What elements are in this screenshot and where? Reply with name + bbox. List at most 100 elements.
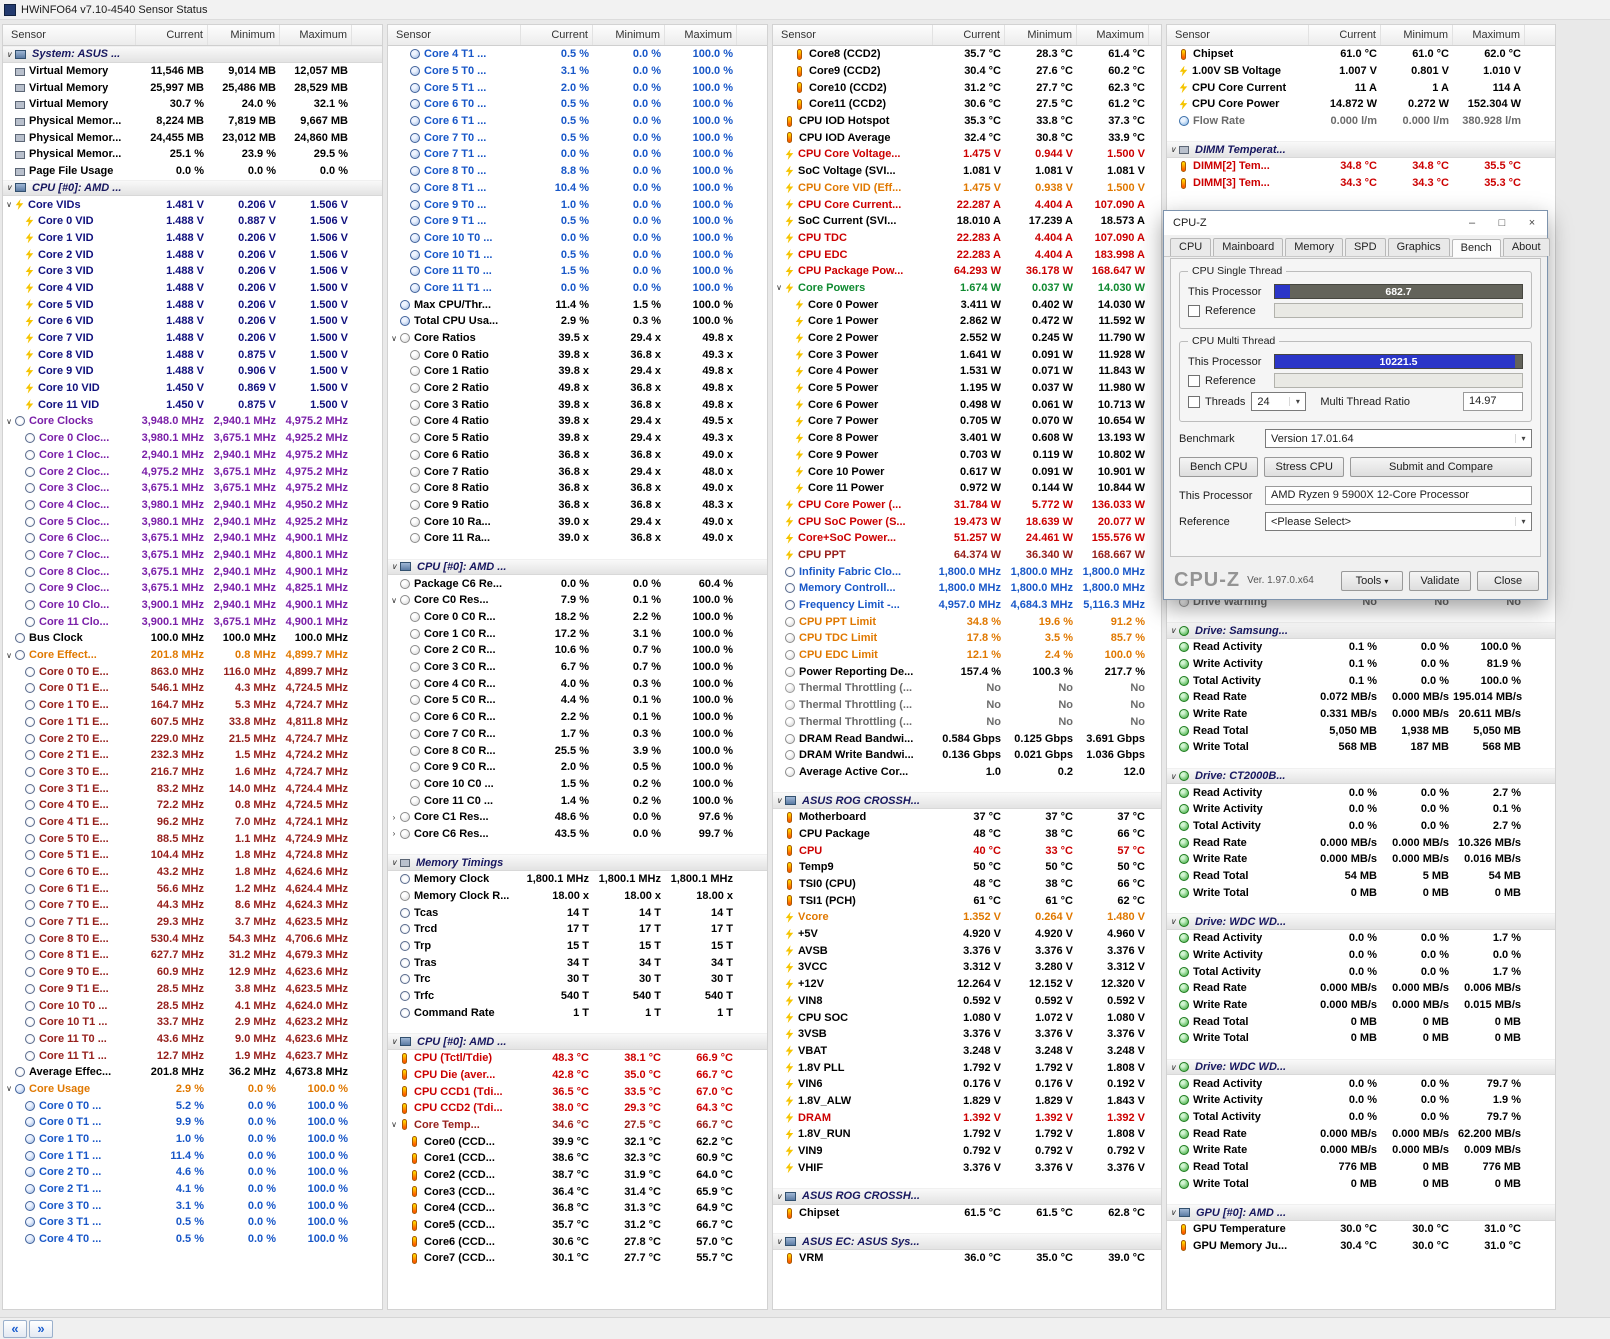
sensor-row[interactable]: 1.8V_ALW 1.829 V 1.829 V 1.843 V xyxy=(773,1093,1161,1110)
sensor-row[interactable]: CPU (Tctl/Tdie) 48.3 °C 38.1 °C 66.9 °C xyxy=(388,1050,767,1067)
sensor-row[interactable]: CPU EDC Limit 12.1 % 2.4 % 100.0 % xyxy=(773,647,1161,664)
sensor-row[interactable]: Core9 (CCD2) 30.4 °C 27.6 °C 60.2 °C xyxy=(773,63,1161,80)
sensor-row[interactable]: Core 0 VID 1.488 V 0.887 V 1.506 V xyxy=(3,213,382,230)
sensor-row[interactable]: CPU TDC 22.283 A 4.404 A 107.090 A xyxy=(773,230,1161,247)
sensor-row[interactable]: Core 2 Ratio 49.8 x 36.8 x 49.8 x xyxy=(388,380,767,397)
sensor-row[interactable]: Core 7 VID 1.488 V 0.206 V 1.500 V xyxy=(3,330,382,347)
collapse-chevron-icon[interactable]: ∨ xyxy=(1170,626,1176,636)
collapse-chevron-icon[interactable]: ∨ xyxy=(1170,1062,1176,1072)
sensor-row[interactable]: Core 9 T0 E... 60.9 MHz 12.9 MHz 4,623.6 MH… xyxy=(3,964,382,981)
sensor-row[interactable]: CPU IOD Hotspot 35.3 °C 33.8 °C 37.3 °C xyxy=(773,113,1161,130)
sensor-row[interactable]: CPU Die (aver... 42.8 °C 35.0 °C 66.7 °C xyxy=(388,1067,767,1084)
sensor-row[interactable]: Total Activity 0.0 % 0.0 % 1.7 % xyxy=(1167,963,1555,980)
sensor-row[interactable]: Core 7 T0 E... 44.3 MHz 8.6 MHz 4,624.3 MHz xyxy=(3,897,382,914)
sensor-row[interactable]: ∨ Core Ratios 39.5 x 29.4 x 49.8 x xyxy=(388,330,767,347)
close-icon[interactable]: × xyxy=(1528,216,1536,229)
sensor-row[interactable]: Core 11 VID 1.450 V 0.875 V 1.500 V xyxy=(3,396,382,413)
sensor-row[interactable]: Core 3 T0 ... 3.1 % 0.0 % 100.0 % xyxy=(3,1197,382,1214)
sensor-row[interactable]: ∨ Core Usage 2.9 % 0.0 % 100.0 % xyxy=(3,1081,382,1098)
collapse-chevron-icon[interactable]: ∨ xyxy=(391,562,397,572)
sensor-row[interactable]: Core 8 T0 E... 530.4 MHz 54.3 MHz 4,706.6 M… xyxy=(3,930,382,947)
sensor-row[interactable]: Core 9 Ratio 36.8 x 36.8 x 48.3 x xyxy=(388,497,767,514)
threads-select[interactable]: 24 ▾ xyxy=(1251,392,1307,411)
tools-button[interactable]: Tools ▾ xyxy=(1341,570,1403,591)
sensor-row[interactable]: Core 2 VID 1.488 V 0.206 V 1.506 V xyxy=(3,246,382,263)
sensor-row[interactable]: Core 4 Ratio 39.8 x 29.4 x 49.5 x xyxy=(388,413,767,430)
expand-chevron-icon[interactable]: › xyxy=(392,829,396,839)
sensor-row[interactable]: Core 11 C0 ... 1.4 % 0.2 % 100.0 % xyxy=(388,792,767,809)
sensor-row[interactable]: Tcas 14 T 14 T 14 T xyxy=(388,904,767,921)
expand-chevron-icon[interactable]: ∨ xyxy=(6,1084,12,1094)
sensor-row[interactable]: Core 10 Ra... 39.0 x 29.4 x 49.0 x xyxy=(388,513,767,530)
sensor-row[interactable]: ∨ Core Clocks 3,948.0 MHz 2,940.1 MHz 4,975.… xyxy=(3,413,382,430)
sensor-row[interactable]: Core 3 T1 E... 83.2 MHz 14.0 MHz 4,724.4 MH… xyxy=(3,780,382,797)
sensor-row[interactable]: Average Active Cor... 1.0 0.2 12.0 xyxy=(773,764,1161,781)
sensor-row[interactable]: CPU CCD2 (Tdi... 38.0 °C 29.3 °C 64.3 °C xyxy=(388,1100,767,1117)
sensor-row[interactable]: Thermal Throttling (... No No No xyxy=(773,714,1161,731)
sensor-row[interactable]: VIN9 0.792 V 0.792 V 0.792 V xyxy=(773,1143,1161,1160)
sensor-row[interactable]: CPU SOC 1.080 V 1.072 V 1.080 V xyxy=(773,1009,1161,1026)
expand-chevron-icon[interactable]: ∨ xyxy=(391,333,397,343)
sensor-row[interactable]: VHIF 3.376 V 3.376 V 3.376 V xyxy=(773,1159,1161,1176)
sensor-row[interactable]: 1.8V_RUN 1.792 V 1.792 V 1.808 V xyxy=(773,1126,1161,1143)
sensor-row[interactable]: Core 8 T1 ... 10.4 % 0.0 % 100.0 % xyxy=(388,180,767,197)
sensor-row[interactable]: Core 0 Ratio 39.8 x 36.8 x 49.3 x xyxy=(388,346,767,363)
sensor-row[interactable]: CPU PPT 64.374 W 36.340 W 168.667 W xyxy=(773,547,1161,564)
sensor-row[interactable]: Write Rate 0.331 MB/s 0.000 MB/s 20.611 MB/… xyxy=(1167,706,1555,723)
sensor-row[interactable]: Core 1 T1 ... 11.4 % 0.0 % 100.0 % xyxy=(3,1147,382,1164)
sensor-row[interactable]: CPU Core VID (Eff... 1.475 V 0.938 V 1.500 … xyxy=(773,180,1161,197)
sensor-row[interactable]: Core 5 VID 1.488 V 0.206 V 1.500 V xyxy=(3,296,382,313)
sensor-row[interactable]: Core10 (CCD2) 31.2 °C 27.7 °C 62.3 °C xyxy=(773,79,1161,96)
sensor-row[interactable]: Core 10 T1 ... 33.7 MHz 2.9 MHz 4,623.2 MHz xyxy=(3,1014,382,1031)
sensor-row[interactable]: Core4 (CCD... 36.8 °C 31.3 °C 64.9 °C xyxy=(388,1200,767,1217)
header-sensor[interactable]: Sensor xyxy=(388,25,521,45)
sensor-row[interactable]: Core 1 Power 2.862 W 0.472 W 11.592 W xyxy=(773,313,1161,330)
sensor-row[interactable]: Core 4 Cloc... 3,980.1 MHz 2,940.1 MHz 4,95… xyxy=(3,497,382,514)
sensor-row[interactable]: Core 8 Cloc... 3,675.1 MHz 2,940.1 MHz 4,90… xyxy=(3,563,382,580)
sensor-row[interactable]: DRAM Read Bandwi... 0.584 Gbps 0.125 Gbps 3… xyxy=(773,730,1161,747)
sensor-row[interactable]: Read Activity 0.0 % 0.0 % 1.7 % xyxy=(1167,930,1555,947)
sensor-row[interactable]: Core 7 T0 ... 0.5 % 0.0 % 100.0 % xyxy=(388,129,767,146)
sensor-row[interactable]: Core 5 C0 R... 4.4 % 0.1 % 100.0 % xyxy=(388,692,767,709)
sensor-row[interactable]: Write Activity 0.0 % 0.0 % 0.1 % xyxy=(1167,801,1555,818)
sensor-row[interactable]: Core0 (CCD... 39.9 °C 32.1 °C 62.2 °C xyxy=(388,1133,767,1150)
sensor-row[interactable]: Core 1 VID 1.488 V 0.206 V 1.506 V xyxy=(3,230,382,247)
section-row[interactable]: ∨ Drive: CT2000B... xyxy=(1167,767,1555,785)
sensor-row[interactable]: Write Rate 0.000 MB/s 0.000 MB/s 0.016 MB/s xyxy=(1167,851,1555,868)
sensor-row[interactable]: VIN8 0.592 V 0.592 V 0.592 V xyxy=(773,993,1161,1010)
collapse-chevron-icon[interactable]: ∨ xyxy=(776,796,782,806)
collapse-chevron-icon[interactable]: ∨ xyxy=(391,858,397,868)
sensor-row[interactable]: Core 6 T1 ... 0.5 % 0.0 % 100.0 % xyxy=(388,113,767,130)
sensor-row[interactable]: Read Total 0 MB 0 MB 0 MB xyxy=(1167,1013,1555,1030)
sensor-row[interactable]: › Core C6 Res... 43.5 % 0.0 % 99.7 % xyxy=(388,826,767,843)
sensor-row[interactable]: ∨ Core Powers 1.674 W 0.037 W 14.030 W xyxy=(773,280,1161,297)
sensor-row[interactable]: Core 3 T1 ... 0.5 % 0.0 % 100.0 % xyxy=(3,1214,382,1231)
sensor-row[interactable]: Core 11 Ra... 39.0 x 36.8 x 49.0 x xyxy=(388,530,767,547)
header-minimum[interactable]: Minimum xyxy=(1005,25,1077,45)
header-current[interactable]: Current xyxy=(1309,25,1381,45)
sensor-row[interactable]: Trp 15 T 15 T 15 T xyxy=(388,938,767,955)
sensor-row[interactable]: Core 3 Power 1.641 W 0.091 W 11.928 W xyxy=(773,346,1161,363)
sensor-row[interactable]: Total Activity 0.0 % 0.0 % 2.7 % xyxy=(1167,818,1555,835)
sensor-row[interactable]: Memory Clock 1,800.1 MHz 1,800.1 MHz 1,800.… xyxy=(388,871,767,888)
sensor-row[interactable]: Core 4 T1 E... 96.2 MHz 7.0 MHz 4,724.1 MHz xyxy=(3,814,382,831)
sensor-row[interactable]: Core 8 T1 E... 627.7 MHz 31.2 MHz 4,679.3 M… xyxy=(3,947,382,964)
sensor-row[interactable]: Core 10 T0 ... 0.0 % 0.0 % 100.0 % xyxy=(388,230,767,247)
sensor-row[interactable]: GPU Temperature 30.0 °C 30.0 °C 31.0 °C xyxy=(1167,1221,1555,1238)
sensor-row[interactable]: Physical Memor... 24,455 MB 23,012 MB 24,86… xyxy=(3,129,382,146)
sensor-row[interactable]: CPU CCD1 (Tdi... 36.5 °C 33.5 °C 67.0 °C xyxy=(388,1083,767,1100)
sensor-row[interactable]: Read Rate 0.000 MB/s 0.000 MB/s 0.006 MB/s xyxy=(1167,980,1555,997)
header-sensor[interactable]: Sensor xyxy=(3,25,136,45)
sensor-row[interactable]: Core 6 C0 R... 2.2 % 0.1 % 100.0 % xyxy=(388,709,767,726)
sensor-row[interactable]: Core 10 Clo... 3,900.1 MHz 2,940.1 MHz 4,90… xyxy=(3,597,382,614)
sensor-row[interactable]: DRAM Write Bandwi... 0.136 Gbps 0.021 Gbps… xyxy=(773,747,1161,764)
collapse-chevron-icon[interactable]: ∨ xyxy=(6,183,12,193)
sensor-row[interactable]: Core 5 Ratio 39.8 x 29.4 x 49.3 x xyxy=(388,430,767,447)
sensor-row[interactable]: Core 2 C0 R... 10.6 % 0.7 % 100.0 % xyxy=(388,642,767,659)
sensor-row[interactable]: Core 7 T1 ... 0.0 % 0.0 % 100.0 % xyxy=(388,146,767,163)
sensor-row[interactable]: Memory Clock R... 18.00 x 18.00 x 18.00 x xyxy=(388,888,767,905)
sensor-row[interactable]: VBAT 3.248 V 3.248 V 3.248 V xyxy=(773,1043,1161,1060)
sensor-row[interactable]: Core 10 C0 ... 1.5 % 0.2 % 100.0 % xyxy=(388,776,767,793)
collapse-chevron-icon[interactable]: ∨ xyxy=(776,1237,782,1247)
section-row[interactable]: ∨ Drive: Samsung... xyxy=(1167,622,1555,639)
